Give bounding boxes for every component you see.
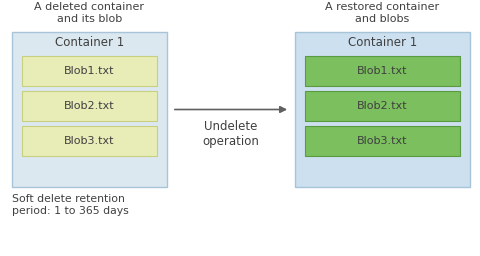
Text: A restored container
and blobs: A restored container and blobs (325, 2, 440, 24)
Text: Undelete
operation: Undelete operation (203, 120, 259, 148)
Text: Blob1.txt: Blob1.txt (357, 66, 408, 76)
Bar (305, 91, 460, 121)
Bar (295, 32, 470, 187)
Text: Blob1.txt: Blob1.txt (64, 66, 115, 76)
Text: A deleted container
and its blob: A deleted container and its blob (35, 2, 144, 24)
Bar (22, 126, 157, 156)
Text: Blob2.txt: Blob2.txt (64, 101, 115, 111)
Bar (305, 126, 460, 156)
Text: Blob3.txt: Blob3.txt (64, 136, 115, 146)
Text: Soft delete retention
period: 1 to 365 days: Soft delete retention period: 1 to 365 d… (12, 194, 129, 216)
Text: Container 1: Container 1 (348, 36, 417, 49)
Text: Blob3.txt: Blob3.txt (357, 136, 408, 146)
Text: Blob2.txt: Blob2.txt (357, 101, 408, 111)
Bar (305, 56, 460, 86)
Bar (22, 56, 157, 86)
Bar (22, 91, 157, 121)
Text: Container 1: Container 1 (55, 36, 124, 49)
Bar (12, 32, 167, 187)
